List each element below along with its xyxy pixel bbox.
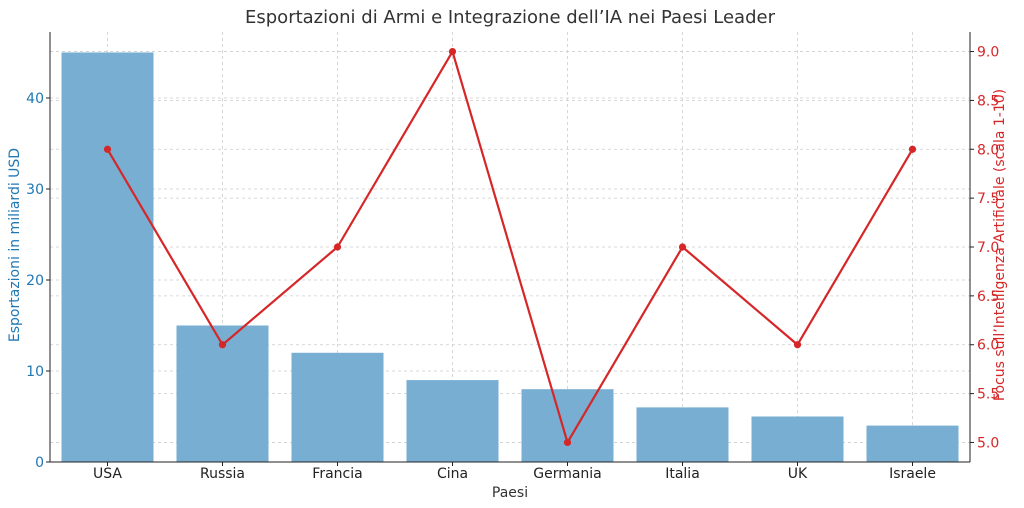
- y-right-tick-label: 7.5: [977, 191, 999, 207]
- x-tick-label: Cina: [437, 466, 468, 482]
- y-left-tick-label: 30: [26, 182, 44, 198]
- y-left-ticks: 0 10 20 30 40: [26, 91, 50, 471]
- bar-cina: [406, 380, 499, 462]
- x-axis-label: Paesi: [492, 485, 528, 501]
- y-right-tick-label: 6.0: [977, 338, 999, 354]
- ai-focus-point-israele: [908, 145, 917, 153]
- bar-germania: [521, 389, 614, 462]
- x-tick-label: Israele: [889, 466, 936, 482]
- y-right-axis-label: Focus sull’Intelligenza Artificiale (sca…: [992, 89, 1008, 401]
- y-right-tick-label: 5.0: [977, 435, 999, 451]
- y-right-tick-label: 8.0: [977, 142, 999, 158]
- x-tick-label: Germania: [533, 466, 602, 482]
- ai-focus-point-germania: [563, 438, 572, 447]
- ai-focus-point-cina: [448, 47, 457, 56]
- ai-focus-line-layer: [103, 47, 917, 447]
- y-left-axis-label: Esportazioni in miliardi USD: [7, 148, 23, 342]
- x-tick-label: Francia: [312, 466, 362, 482]
- bar-italia: [636, 407, 729, 462]
- y-right-tick-label: 5.5: [977, 387, 999, 403]
- y-left-tick-label: 40: [26, 91, 44, 107]
- ai-focus-point-usa: [103, 145, 112, 153]
- x-ticks: USA Russia Francia Cina Germania Italia UK Isra…: [93, 462, 936, 482]
- bar-francia: [291, 352, 384, 462]
- y-left-tick-label: 10: [26, 364, 44, 380]
- ai-focus-point-italia: [678, 243, 687, 251]
- ai-focus-point-russia: [218, 341, 227, 349]
- x-tick-label: USA: [93, 466, 122, 482]
- ai-focus-line: [106, 50, 914, 444]
- y-left-tick-label: 0: [35, 455, 44, 471]
- y-right-tick-label: 8.5: [977, 93, 999, 109]
- x-tick-label: UK: [788, 466, 808, 482]
- x-tick-label: Italia: [665, 466, 700, 482]
- y-right-ticks: 5.0 5.5 6.0 6.5 7.0 7.5 8.0 8.5 9.0: [970, 45, 999, 451]
- y-right-tick-label: 9.0: [977, 45, 999, 61]
- y-right-tick-label: 7.0: [977, 240, 999, 256]
- ai-focus-point-uk: [793, 341, 802, 349]
- bars: [61, 52, 959, 462]
- bar-uk: [751, 416, 844, 462]
- x-tick-label: Russia: [200, 466, 245, 482]
- y-left-tick-label: 20: [26, 273, 44, 289]
- bar-israele: [866, 425, 959, 462]
- y-right-tick-label: 6.5: [977, 289, 999, 305]
- bar-usa: [61, 52, 154, 462]
- chart-title: Esportazioni di Armi e Integrazione dell…: [245, 7, 776, 28]
- ai-focus-point-francia: [333, 243, 342, 251]
